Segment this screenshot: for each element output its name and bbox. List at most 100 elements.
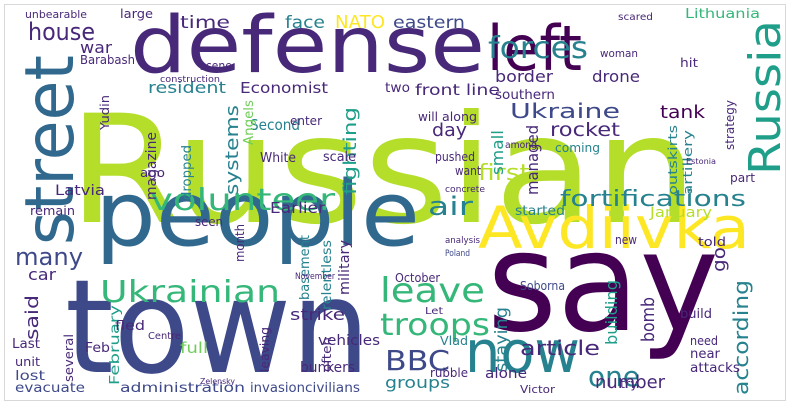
word: managed — [523, 125, 542, 195]
word: now — [465, 318, 580, 386]
word: Centre — [148, 331, 181, 342]
word: Latvia — [55, 183, 105, 199]
word: enter — [290, 114, 322, 128]
word: remain — [30, 204, 75, 218]
word: Russia — [740, 20, 790, 175]
word: Soborna — [520, 279, 565, 293]
word: told — [698, 235, 726, 249]
word: January — [649, 205, 712, 221]
word: one — [588, 360, 640, 393]
word: Yudin — [98, 95, 112, 131]
word: Last — [12, 337, 40, 352]
word: two — [385, 81, 410, 96]
word: want — [455, 164, 481, 178]
word: strategy — [723, 100, 737, 150]
word: often — [320, 337, 334, 372]
word: analysis — [445, 236, 480, 246]
word: building — [602, 280, 621, 345]
word: Let — [425, 306, 443, 317]
word: new — [615, 233, 637, 247]
word: alone — [485, 366, 527, 382]
word: November — [295, 272, 335, 282]
word: small — [488, 130, 507, 175]
word: many — [15, 243, 83, 271]
word: evacuate — [15, 381, 85, 396]
word: outskirts — [666, 125, 680, 195]
word: unbearable — [25, 8, 87, 21]
word: scale — [323, 150, 356, 165]
word: time — [180, 13, 230, 33]
word: vehicles — [318, 333, 380, 349]
word: military — [337, 240, 353, 295]
word: part — [730, 171, 755, 185]
word: Avdiivka — [478, 194, 750, 262]
word: resident — [148, 78, 226, 97]
word: October — [395, 271, 440, 285]
word: ago — [140, 166, 165, 180]
word: defense — [130, 1, 485, 91]
word: strike — [290, 305, 345, 324]
word: Barabash — [80, 53, 135, 67]
word: started — [515, 204, 565, 219]
word: seen — [195, 215, 223, 229]
word: eastern — [393, 13, 465, 33]
word: concrete — [445, 185, 485, 195]
word: artillery — [681, 130, 695, 195]
word: full — [180, 339, 208, 357]
word: fortifications — [560, 187, 746, 212]
word: border — [495, 67, 553, 86]
word: according — [729, 280, 753, 395]
word: need — [690, 334, 718, 348]
word: rocket — [550, 119, 620, 141]
word: face — [285, 13, 325, 33]
word: along — [442, 110, 477, 124]
word: administration — [120, 381, 245, 396]
word: build — [680, 307, 712, 322]
word: construction — [160, 75, 220, 85]
word: groups — [385, 373, 450, 392]
word: car — [28, 265, 56, 284]
word: scared — [618, 12, 653, 23]
word: Ukraine — [510, 99, 620, 123]
word: southern — [495, 88, 555, 103]
word: large — [120, 7, 153, 21]
word: air — [428, 192, 473, 222]
word: BBC — [385, 344, 450, 377]
word: Zelensky — [200, 377, 235, 386]
word: coming — [555, 141, 600, 155]
word: lost — [15, 369, 45, 384]
word: house — [28, 18, 95, 46]
word: bunkers — [300, 360, 355, 376]
word: go — [709, 247, 730, 272]
word: month — [233, 224, 247, 262]
word: rubble — [430, 366, 468, 380]
word: number — [595, 372, 666, 393]
word: Lithuania — [685, 7, 760, 22]
word: tank — [660, 102, 706, 123]
frame — [4, 4, 786, 401]
word: February — [108, 305, 123, 385]
word: unit — [15, 355, 40, 369]
word: say — [487, 202, 719, 363]
word: will — [418, 110, 438, 124]
word: said — [22, 295, 43, 340]
word: systems — [222, 105, 243, 195]
word: woman — [600, 47, 638, 60]
word: troops — [380, 308, 490, 343]
word: NATO — [335, 12, 385, 33]
word: Economist — [240, 79, 328, 97]
word: front line — [415, 81, 500, 99]
word: Estonia — [686, 157, 716, 166]
word: among — [505, 140, 537, 151]
word: relentless — [320, 240, 335, 310]
word: first — [478, 161, 530, 186]
word: White — [260, 151, 296, 166]
word: Vlad — [440, 334, 468, 348]
word: basement — [298, 235, 313, 300]
word: volunteer — [150, 183, 336, 218]
word: street — [11, 55, 90, 245]
word: Feb — [85, 341, 110, 356]
